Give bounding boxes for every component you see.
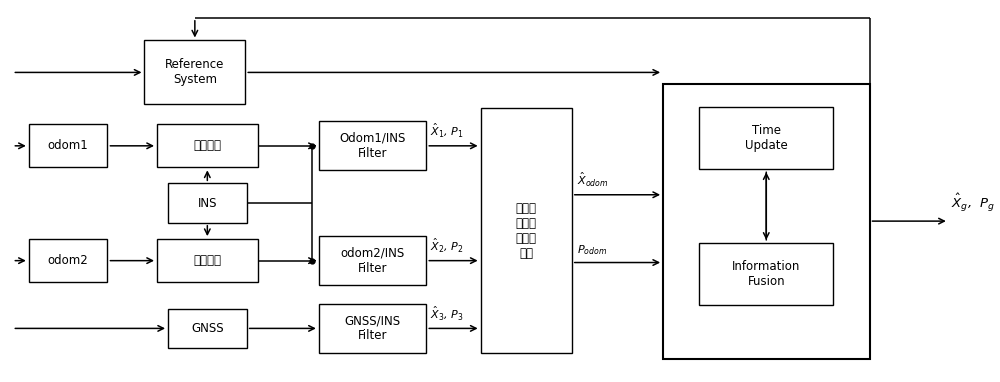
Text: GNSS/INS
Filter: GNSS/INS Filter	[344, 314, 401, 342]
Bar	[319, 304, 426, 353]
Bar	[157, 239, 258, 282]
Text: 改进分
裂协方
差交叉
方法: 改进分 裂协方 差交叉 方法	[516, 202, 537, 259]
Text: $\hat{X}_g$,  $P_g$: $\hat{X}_g$, $P_g$	[951, 191, 995, 214]
Bar	[663, 84, 870, 359]
Bar	[481, 108, 572, 353]
Text: odom2/INS
Filter: odom2/INS Filter	[340, 247, 405, 275]
Text: INS: INS	[198, 197, 217, 210]
Bar	[699, 243, 833, 305]
Text: $P_{odom}$: $P_{odom}$	[577, 243, 607, 257]
Text: $\hat{X}_1$, $P_1$: $\hat{X}_1$, $P_1$	[430, 122, 464, 140]
Text: $\hat{X}_{odom}$: $\hat{X}_{odom}$	[577, 171, 608, 189]
Text: 异常处理: 异常处理	[193, 254, 221, 267]
Text: Reference
System: Reference System	[165, 58, 225, 86]
Text: 异常处理: 异常处理	[193, 139, 221, 152]
Bar	[29, 239, 107, 282]
Bar	[699, 107, 833, 169]
Text: odom1: odom1	[48, 139, 88, 152]
Text: Odom1/INS
Filter: Odom1/INS Filter	[339, 132, 406, 160]
Text: odom2: odom2	[48, 254, 88, 267]
Text: Time
Update: Time Update	[745, 124, 788, 152]
Text: $\hat{X}_3$, $P_3$: $\hat{X}_3$, $P_3$	[430, 304, 464, 323]
Bar	[168, 183, 247, 223]
Text: Information
Fusion: Information Fusion	[732, 260, 800, 288]
Bar	[144, 40, 245, 104]
Bar	[157, 124, 258, 167]
Bar	[319, 121, 426, 170]
Text: $\hat{X}_2$, $P_2$: $\hat{X}_2$, $P_2$	[430, 237, 464, 255]
Text: GNSS: GNSS	[191, 322, 224, 335]
Bar	[319, 236, 426, 285]
Bar	[168, 309, 247, 348]
Bar	[29, 124, 107, 167]
